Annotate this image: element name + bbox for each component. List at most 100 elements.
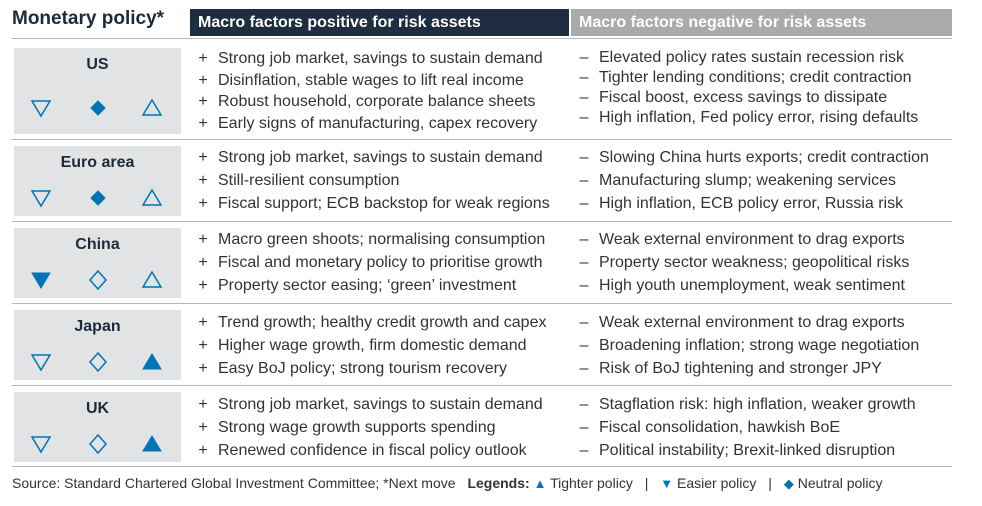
positive-factor-item: + Trend growth; healthy credit growth and…	[195, 311, 546, 334]
negative-factor-list: – Slowing China hurts exports; credit con…	[576, 146, 929, 215]
region-name: Japan	[74, 318, 121, 335]
negative-factor-list: – Stagflation risk: high inflation, weake…	[576, 393, 916, 462]
negative-factor-text: Fiscal consolidation, hawkish BoE	[599, 419, 841, 436]
plus-icon: +	[198, 442, 208, 459]
negative-factor-item: – Weak external environment to drag expor…	[576, 311, 919, 334]
legend-tighter-icon: ▲	[533, 476, 547, 491]
positive-factor-text: Renewed confidence in fiscal policy outl…	[218, 442, 527, 459]
plus-icon: +	[198, 50, 208, 67]
positive-factor-text: Robust household, corporate balance shee…	[218, 93, 536, 110]
positive-factor-text: Early signs of manufacturing, capex reco…	[218, 114, 538, 132]
region-name: UK	[85, 400, 110, 417]
minus-icon: –	[579, 277, 589, 294]
positive-factor-item: + Strong job market, savings to sustain d…	[195, 48, 543, 70]
legends-label: Legends:	[467, 475, 530, 491]
plus-icon: +	[198, 277, 208, 294]
plus-icon: +	[198, 114, 208, 132]
negative-factor-item: – Broadening inflation; strong wage negot…	[576, 334, 920, 357]
positive-factor-item: + Property sector easing; ‘green’ investm…	[195, 274, 545, 297]
positive-factor-item: + Strong job market, savings to sustain d…	[195, 393, 542, 416]
minus-icon: –	[579, 254, 589, 271]
positive-factor-text: Disinflation, stable wages to lift real …	[218, 71, 524, 89]
legend-separator: |	[644, 475, 649, 491]
negative-factor-text: Stagflation risk: high inflation, weaker…	[599, 396, 916, 413]
negative-factor-item: – High inflation, Fed policy error, risin…	[576, 108, 919, 128]
positive-factor-item: + Robust household, corporate balance she…	[195, 91, 543, 113]
positive-factor-text: Trend growth; healthy credit growth and …	[218, 314, 547, 331]
negative-factor-list: – Weak external environment to drag expor…	[576, 311, 920, 380]
minus-icon: –	[579, 314, 589, 331]
easier-policy-outline-icon	[29, 96, 53, 120]
tighter-policy-filled-icon	[140, 432, 164, 456]
footer: Source: Standard Chartered Global Invest…	[12, 475, 883, 492]
negative-factor-item: – High inflation, ECB policy error, Russi…	[576, 192, 929, 215]
negative-factor-text: Weak external environment to drag export…	[599, 314, 905, 331]
legend-neutral-label: Neutral policy	[797, 475, 883, 491]
tighter-policy-filled-icon	[140, 350, 164, 374]
positive-factor-list: + Strong job market, savings to sustain d…	[195, 48, 543, 135]
minus-icon: –	[579, 419, 589, 436]
positive-factor-text: Easy BoJ policy; strong tourism recovery	[218, 360, 507, 377]
positive-factor-item: + Fiscal support; ECB backstop for weak r…	[195, 192, 550, 215]
positive-factor-item: + Fiscal and monetary policy to prioritis…	[195, 251, 545, 274]
neutral-policy-outline-icon	[86, 350, 110, 374]
negative-factor-text: High inflation, ECB policy error, Russia…	[599, 195, 904, 212]
minus-icon: –	[579, 49, 589, 66]
plus-icon: +	[198, 396, 208, 413]
positive-factor-item: + Still-resilient consumption	[195, 169, 550, 192]
negative-factor-text: Tighter lending conditions; credit contr…	[599, 69, 912, 86]
minus-icon: –	[579, 69, 589, 86]
negative-factor-list: – Elevated policy rates sustain recession…	[576, 48, 919, 128]
tighter-policy-outline-icon	[140, 96, 164, 120]
negative-factor-text: Fiscal boost, excess savings to dissipat…	[599, 89, 888, 106]
header-positive: Macro factors positive for risk assets	[190, 9, 569, 36]
negative-factor-text: Broadening inflation; strong wage negoti…	[599, 337, 920, 354]
positive-factor-text: Fiscal support; ECB backstop for weak re…	[218, 195, 550, 212]
negative-factor-item: – Stagflation risk: high inflation, weake…	[576, 393, 916, 416]
divider	[12, 385, 952, 386]
positive-factor-text: Higher wage growth, firm domestic demand	[218, 337, 527, 354]
region-box-euro-area: Euro area	[14, 146, 181, 216]
positive-factor-list: + Trend growth; healthy credit growth and…	[195, 311, 546, 380]
easier-policy-filled-icon	[29, 268, 53, 292]
minus-icon: –	[579, 396, 589, 413]
region-name: Euro area	[60, 154, 135, 171]
positive-factor-text: Macro green shoots; normalising consumpt…	[218, 231, 546, 248]
neutral-policy-outline-icon	[86, 268, 110, 292]
divider	[12, 38, 952, 39]
minus-icon: –	[579, 337, 589, 354]
legend-easier-label: Easier policy	[677, 475, 757, 491]
tighter-policy-outline-icon	[140, 268, 164, 292]
negative-factor-item: – Tighter lending conditions; credit cont…	[576, 68, 918, 88]
positive-factor-text: Strong job market, savings to sustain de…	[218, 50, 543, 67]
negative-factor-text: Weak external environment to drag export…	[599, 231, 905, 248]
tighter-policy-outline-icon	[140, 186, 164, 210]
region-name: US	[86, 56, 109, 73]
positive-factor-item: + Macro green shoots; normalising consump…	[195, 228, 545, 251]
minus-icon: –	[579, 442, 589, 459]
header-negative: Macro factors negative for risk assets	[571, 9, 952, 36]
region-name: China	[75, 236, 120, 253]
negative-factor-text: High youth unemployment, weak sentiment	[599, 277, 905, 294]
plus-icon: +	[198, 419, 208, 436]
positive-factor-item: + Early signs of manufacturing, capex rec…	[195, 113, 543, 135]
divider	[12, 466, 952, 467]
negative-factor-text: Risk of BoJ tightening and stronger JPY	[599, 360, 882, 377]
negative-factor-text: Manufacturing slump; weakening services	[599, 172, 897, 189]
legend-neutral-icon: ◆	[783, 476, 794, 491]
positive-factor-list: + Strong job market, savings to sustain d…	[195, 146, 550, 215]
divider	[12, 139, 952, 140]
minus-icon: –	[579, 89, 589, 106]
minus-icon: –	[579, 149, 589, 166]
negative-factor-item: – Risk of BoJ tightening and stronger JPY	[576, 357, 919, 380]
negative-factor-item: – Elevated policy rates sustain recession…	[576, 48, 918, 68]
negative-factor-item: – Fiscal consolidation, hawkish BoE	[576, 416, 916, 439]
positive-factor-item: + Disinflation, stable wages to lift real…	[195, 70, 543, 92]
minus-icon: –	[579, 360, 589, 377]
region-box-japan: Japan	[14, 310, 181, 380]
neutral-policy-filled-icon	[86, 96, 110, 120]
easier-policy-outline-icon	[29, 350, 53, 374]
plus-icon: +	[198, 254, 208, 271]
positive-factor-list: + Strong job market, savings to sustain d…	[195, 393, 542, 462]
positive-factor-item: + Easy BoJ policy; strong tourism recover…	[195, 357, 546, 380]
